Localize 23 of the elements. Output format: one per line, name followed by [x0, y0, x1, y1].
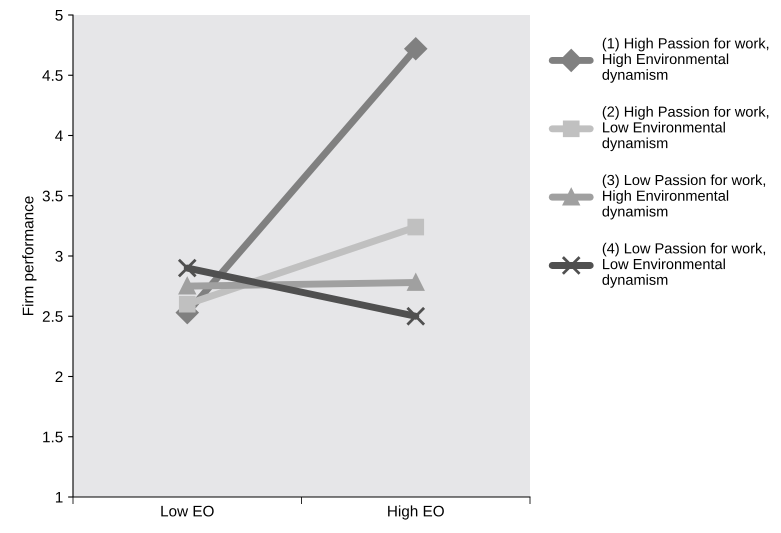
legend-label: (4) Low Passion for work, Low Environmental dynamism — [602, 242, 766, 288]
y-tick-label: 3 — [55, 250, 63, 262]
point — [404, 38, 427, 60]
y-tick-label: 4.5 — [42, 70, 63, 81]
point — [178, 258, 197, 278]
legend-label: (2) High Passion for work, Low Environmental dynamism — [602, 106, 768, 152]
point — [407, 274, 424, 291]
x-tick-label: Low EO — [161, 506, 214, 517]
y-tick-label: 1 — [56, 492, 63, 503]
y-tick-label: 2.5 — [42, 311, 63, 322]
point — [406, 306, 426, 326]
point — [407, 218, 424, 236]
y-tick-label: 2 — [56, 371, 63, 382]
y-axis-title: Firm performance — [22, 196, 36, 316]
legend-label: (3) Low Passion for work, High Environmental dynamism — [602, 174, 766, 220]
x-tick-label: High EO — [388, 505, 444, 520]
y-tick-label: 4 — [55, 130, 63, 142]
point — [178, 296, 196, 313]
y-tick-label: 3.5 — [42, 190, 63, 202]
point — [178, 278, 196, 294]
y-tick-label: 1.5 — [43, 432, 63, 442]
legend-label: (1) High Passion for work, High Environmental dynamism — [602, 38, 768, 83]
y-tick-label: 5 — [55, 10, 63, 21]
